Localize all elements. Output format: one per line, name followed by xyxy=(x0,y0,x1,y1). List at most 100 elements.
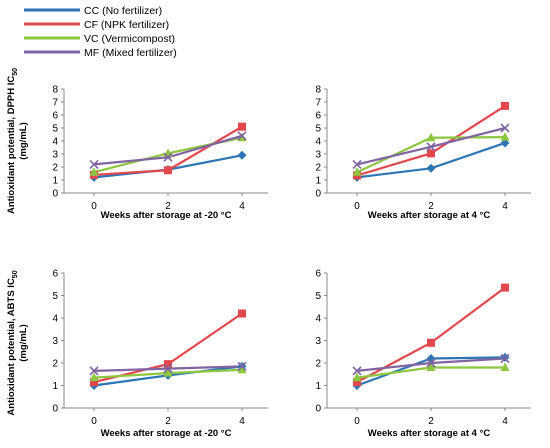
panels: 0 1 2 3 4 5 6 7 8 0 2 4 Weeks after storage at -20 °… xyxy=(52,85,531,439)
y-tick-label: 2 xyxy=(52,163,58,174)
y-tick-label: 1 xyxy=(315,381,321,392)
point-cf xyxy=(164,166,172,175)
y-axis-label-abts: Antioxidant potential, ABTS IC50 xyxy=(6,270,19,415)
point-cf xyxy=(427,338,435,347)
chart-panel-2: 0 1 2 3 4 5 6 7 8 0 2 4 Weeks after storage at 4 °C xyxy=(315,85,531,221)
x-tick-label: 0 xyxy=(354,201,360,212)
y-tick-label: 5 xyxy=(315,124,321,135)
y-tick-label: 6 xyxy=(52,111,58,122)
y-tick-label: 4 xyxy=(315,314,321,325)
x-tick-label: 2 xyxy=(428,416,434,427)
point-cc xyxy=(237,150,247,160)
x-tick-label: 0 xyxy=(91,416,97,427)
legend-label-vc: VC (Vermicompost) xyxy=(84,33,175,45)
legend-label-cc: CC (No fertilizer) xyxy=(84,5,162,17)
point-mf xyxy=(426,358,436,368)
point-cc xyxy=(426,163,436,173)
point-cf xyxy=(238,122,246,131)
y-tick-label: 3 xyxy=(52,150,58,161)
point-vc xyxy=(237,364,247,374)
point-vc xyxy=(500,132,510,141)
x-axis-label: Weeks after storage at -20 °C xyxy=(101,428,232,439)
point-mf xyxy=(237,361,247,371)
x-tick-label: 4 xyxy=(502,201,508,212)
y-axis-label-dpph: Antioxidant potential, DPPH IC50 xyxy=(6,68,19,214)
legend-label-cf: CF (NPK fertilizer) xyxy=(84,19,169,31)
point-cf xyxy=(353,378,361,387)
y-tick-label: 3 xyxy=(315,150,321,161)
point-vc xyxy=(89,372,99,382)
x-tick-label: 2 xyxy=(165,416,171,427)
y-axis-unit-abts: (mg/mL) xyxy=(18,324,29,361)
y-axis-unit-dpph: (mg/mL) xyxy=(18,122,29,159)
x-tick-label: 4 xyxy=(239,416,245,427)
y-tick-label: 7 xyxy=(52,98,58,109)
point-mf xyxy=(89,366,99,376)
x-tick-label: 2 xyxy=(428,201,434,212)
point-cf xyxy=(164,360,172,369)
x-tick-label: 0 xyxy=(354,416,360,427)
y-tick-label: 3 xyxy=(315,336,321,347)
chart-panel-3: 0 1 2 3 4 5 6 0 2 4 Weeks after storage at -20 °C xyxy=(52,269,268,439)
y-tick-label: 8 xyxy=(315,85,321,96)
y-tick-label: 4 xyxy=(52,314,58,325)
point-cc xyxy=(426,354,436,363)
point-mf xyxy=(352,159,362,169)
legend-label-mf: MF (Mixed fertilizer) xyxy=(84,47,177,59)
point-cf xyxy=(501,283,509,292)
y-tick-label: 2 xyxy=(315,359,321,370)
y-tick-label: 7 xyxy=(315,98,321,109)
point-vc xyxy=(352,167,362,176)
x-axis-label: Weeks after storage at 4 °C xyxy=(368,428,491,439)
x-tick-label: 0 xyxy=(91,201,97,212)
point-mf xyxy=(500,123,510,133)
y-tick-label: 1 xyxy=(52,176,58,187)
point-mf xyxy=(237,131,247,141)
point-cf xyxy=(90,378,98,387)
x-tick-label: 4 xyxy=(502,416,508,427)
chart-panel-1: 0 1 2 3 4 5 6 7 8 0 2 4 Weeks after storage at -20 °… xyxy=(52,85,268,221)
x-tick-label: 4 xyxy=(239,201,245,212)
point-mf xyxy=(89,159,99,169)
point-vc xyxy=(352,372,362,382)
y-tick-label: 5 xyxy=(52,124,58,135)
point-cc xyxy=(500,138,510,148)
y-axis-labels: Antioxidant potential, DPPH IC50(mg/mL)A… xyxy=(6,68,29,416)
y-tick-label: 6 xyxy=(52,269,58,280)
point-vc xyxy=(426,132,436,142)
y-tick-label: 2 xyxy=(315,163,321,174)
point-vc xyxy=(426,362,436,371)
y-tick-label: 5 xyxy=(315,291,321,302)
point-vc xyxy=(89,167,99,176)
x-axis-label: Weeks after storage at 4 °C xyxy=(368,210,491,221)
point-mf xyxy=(352,366,362,376)
y-tick-label: 4 xyxy=(315,137,321,148)
y-tick-label: 2 xyxy=(52,359,58,370)
point-cf xyxy=(427,149,435,158)
y-tick-label: 0 xyxy=(315,189,321,200)
point-cf xyxy=(238,309,246,318)
point-mf xyxy=(163,364,173,374)
chart-panel-4: 0 1 2 3 4 5 6 0 2 4 Weeks after storage at 4 °C xyxy=(315,269,531,439)
y-tick-label: 5 xyxy=(52,291,58,302)
y-tick-label: 3 xyxy=(52,336,58,347)
y-tick-label: 6 xyxy=(315,269,321,280)
y-tick-label: 0 xyxy=(52,189,58,200)
y-tick-label: 0 xyxy=(52,404,58,415)
point-mf xyxy=(500,353,510,364)
point-mf xyxy=(163,152,173,162)
point-mf xyxy=(426,142,436,152)
point-cf xyxy=(501,101,509,110)
y-tick-label: 1 xyxy=(315,176,321,187)
y-tick-label: 8 xyxy=(52,85,58,96)
x-axis-label: Weeks after storage at -20 °C xyxy=(101,210,232,221)
legend: CC (No fertilizer) CF (NPK fertilizer) VC … xyxy=(24,5,177,59)
y-tick-label: 4 xyxy=(52,137,58,148)
y-tick-label: 6 xyxy=(315,111,321,122)
point-vc xyxy=(163,368,173,377)
y-tick-label: 0 xyxy=(315,404,321,415)
y-tick-label: 1 xyxy=(52,381,58,392)
x-tick-label: 2 xyxy=(165,201,171,212)
point-vc xyxy=(500,362,510,371)
